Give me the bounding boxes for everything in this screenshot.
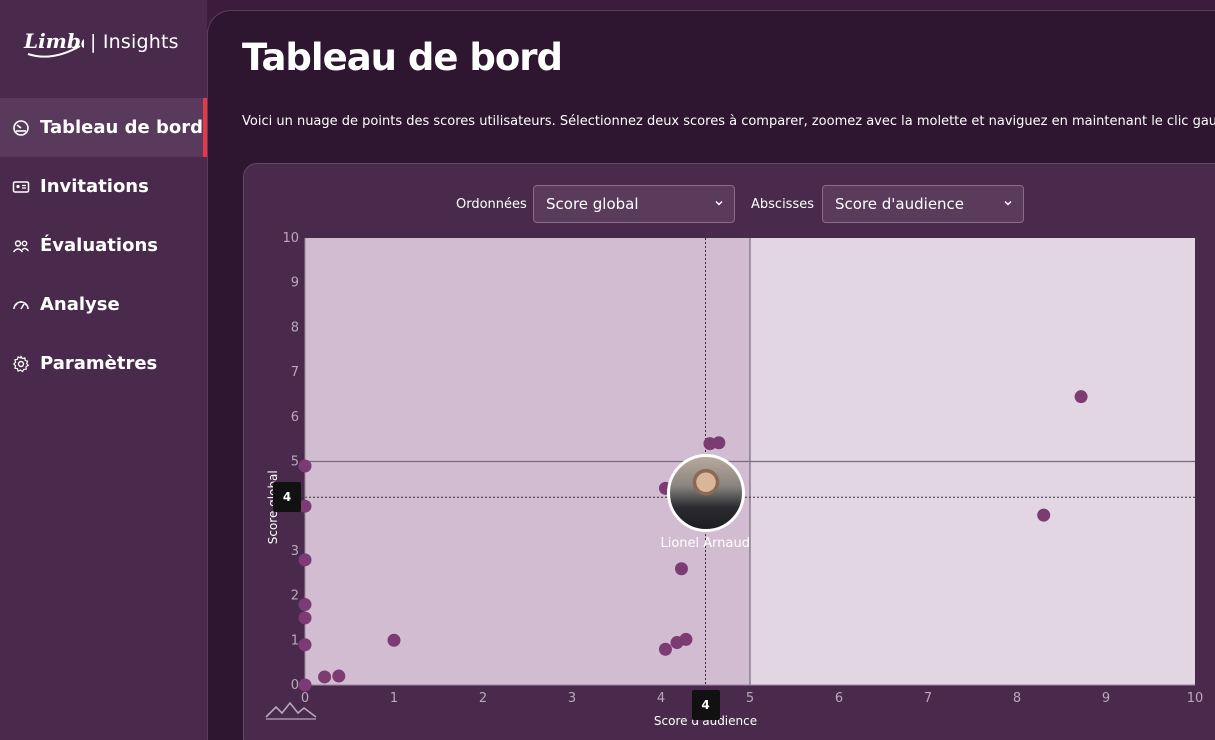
x-tick-label: 1 xyxy=(390,691,398,706)
chevron-down-icon xyxy=(715,201,723,206)
limber-logo: Limber xyxy=(23,29,84,58)
y-axis-select[interactable]: Score global xyxy=(533,185,735,223)
avatar[interactable] xyxy=(666,453,745,532)
sidebar-item-label: Tableau de bord xyxy=(40,117,203,138)
x-axis-select-value: Score d'audience xyxy=(835,195,965,213)
data-point xyxy=(1074,390,1088,404)
page-title: Tableau de bord xyxy=(242,36,563,79)
sidebar-item-analyse[interactable]: Analyse xyxy=(0,275,207,334)
main-content: Tableau de bord Voici un nuage de points… xyxy=(207,10,1215,740)
data-point xyxy=(298,499,312,513)
axis-controls: Ordonnées Score global Abscisses Score d… xyxy=(244,185,1215,223)
sidebar-item-invitations[interactable]: Invitations xyxy=(0,157,207,216)
speedometer-icon xyxy=(12,296,30,314)
data-point xyxy=(298,638,312,652)
data-point xyxy=(332,669,346,683)
y-tick-label: 10 xyxy=(282,231,299,246)
data-point xyxy=(298,459,312,473)
x-tick-label: 9 xyxy=(1102,691,1110,706)
x-tick-label: 0 xyxy=(301,691,309,706)
scatter-card: Ordonnées Score global Abscisses Score d… xyxy=(243,163,1215,740)
sidebar-item-label: Paramètres xyxy=(40,353,158,374)
x-tick-label: 3 xyxy=(568,691,576,706)
sidebar-nav: Tableau de bord Invitations Évaluations … xyxy=(0,98,207,393)
y-tick-label: 1 xyxy=(291,633,299,648)
gauge-icon xyxy=(12,119,30,137)
users-icon xyxy=(12,237,30,255)
y-tick-label: 3 xyxy=(291,544,299,559)
sidebar-item-label: Invitations xyxy=(40,176,149,197)
y-tick-label: 5 xyxy=(291,455,299,470)
y-axis-select-label: Ordonnées xyxy=(456,197,527,212)
sidebar-item-evaluations[interactable]: Évaluations xyxy=(0,216,207,275)
data-point xyxy=(298,611,312,625)
y-tick-label: 9 xyxy=(291,276,299,291)
chevron-down-icon xyxy=(1004,201,1012,206)
x-tick-label: 6 xyxy=(835,691,843,706)
data-point xyxy=(674,562,688,576)
gear-icon xyxy=(12,354,30,373)
sidebar-item-parametres[interactable]: Paramètres xyxy=(0,334,207,393)
data-point xyxy=(712,436,726,450)
sidebar-item-label: Analyse xyxy=(40,294,120,315)
sidebar-item-tableau-de-bord[interactable]: Tableau de bord xyxy=(0,98,207,157)
scatter-chart-svg[interactable]: 0 1 2 3 4 5 6 7 8 9 10 0 1 2 3 4 5 6 7 8 9 10 Score d'audience… xyxy=(244,164,1215,740)
y-tick-label: 6 xyxy=(291,410,299,425)
x-tick-label: 8 xyxy=(1013,691,1021,706)
page-description: Voici un nuage de points des scores util… xyxy=(242,114,1215,129)
x-axis-select-label: Abscisses xyxy=(751,197,814,212)
x-tick-label: 4 xyxy=(657,691,665,706)
y-axis-select-value: Score global xyxy=(546,195,639,213)
y-tick-label: 2 xyxy=(291,589,299,604)
data-point xyxy=(387,633,401,647)
sidebar: Limber | Insights Tableau de bord Invita… xyxy=(0,0,207,740)
x-axis-label: Score d'audience xyxy=(654,714,757,728)
mountain-logo-icon xyxy=(265,701,317,720)
data-point xyxy=(298,678,312,692)
y-tick-label: 7 xyxy=(291,365,299,380)
data-point xyxy=(679,632,693,646)
brand-product: | Insights xyxy=(90,31,179,53)
sidebar-item-label: Évaluations xyxy=(40,235,158,256)
data-point xyxy=(1037,508,1051,522)
x-tick-label: 5 xyxy=(746,691,754,706)
highlight-user-name: Lionel Arnaud xyxy=(660,535,751,551)
y-tick-label: 0 xyxy=(291,678,299,693)
data-point xyxy=(318,670,332,684)
data-point xyxy=(298,598,312,612)
scatter-chart[interactable]: 0 1 2 3 4 5 6 7 8 9 10 0 1 2 3 4 5 6 7 8 9 10 Score d'audience… xyxy=(244,164,1215,740)
x-axis-select[interactable]: Score d'audience xyxy=(822,185,1024,223)
brand[interactable]: Limber | Insights xyxy=(22,22,179,62)
id-card-icon xyxy=(12,178,30,196)
crosshair-y-value: 4 xyxy=(273,482,301,513)
crosshair-x-value: 4 xyxy=(691,690,720,720)
data-point xyxy=(658,642,672,656)
data-point xyxy=(298,553,312,567)
x-tick-label: 10 xyxy=(1187,691,1204,706)
x-tick-label: 7 xyxy=(924,691,932,706)
y-tick-label: 8 xyxy=(291,320,299,335)
x-tick-label: 2 xyxy=(479,691,487,706)
